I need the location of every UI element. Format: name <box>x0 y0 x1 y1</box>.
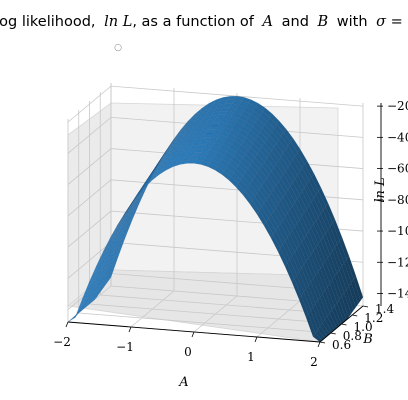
x-tick-mark <box>65 321 69 328</box>
title-marker: ○ <box>114 43 122 53</box>
x-tick-label: −2 <box>53 335 71 349</box>
x-tick-mark <box>317 341 321 348</box>
y-tick-label: 0.6 <box>332 338 351 352</box>
x-tick-label: 0 <box>184 345 192 359</box>
y-tick-mark <box>341 323 347 326</box>
title-and: and <box>282 14 309 30</box>
x-tick-label: 1 <box>247 350 255 364</box>
title-sigma: σ = 1 <box>376 14 408 30</box>
y-tick-mark <box>319 341 326 344</box>
z-tick-label: −20 <box>387 99 408 113</box>
chart-title: Log likelihood, ln L, as a function of A… <box>0 14 408 30</box>
x-tick-mark <box>191 331 195 338</box>
title-var-b: B <box>317 14 329 30</box>
y-tick-mark <box>352 314 358 317</box>
z-tick-label: −80 <box>387 193 408 207</box>
grid-line-y <box>99 92 353 316</box>
y-axis-ticks: 0.60.81.01.21.4 <box>319 302 394 352</box>
y-tick-label: 0.8 <box>343 329 362 343</box>
x-tick-label: −1 <box>116 340 134 354</box>
x-axis-label: A <box>178 375 188 390</box>
y-tick-label: 1.4 <box>375 302 394 316</box>
x-tick-label: 2 <box>310 355 318 369</box>
z-axis-ticks: −140 −120 −100 −80 −60 −40 −20 <box>377 99 408 301</box>
title-var-a: A <box>261 14 273 30</box>
title-mid: , as a function of <box>132 14 254 30</box>
title-math: ln L <box>104 14 132 30</box>
y-tick-mark <box>330 332 336 335</box>
z-tick-label: −40 <box>387 130 408 144</box>
x-axis-ticks: −2 −1 0 1 2 <box>53 321 321 369</box>
grid-line-y <box>110 83 364 307</box>
y-tick-label: 1.2 <box>364 311 383 325</box>
z-tick-label: −140 <box>387 287 408 301</box>
surface-plot <box>67 95 364 343</box>
y-axis-label: B <box>362 332 373 347</box>
z-axis-label: ln L <box>373 177 388 202</box>
title-with: with <box>337 14 368 30</box>
z-tick-label: −120 <box>387 255 408 269</box>
z-tick-label: −60 <box>387 162 408 176</box>
y-tick-label: 1.0 <box>354 320 373 334</box>
z-tick-label: −100 <box>387 224 408 238</box>
title-prefix: Log likelihood, <box>0 14 96 30</box>
x-tick-mark <box>128 326 132 333</box>
x-tick-mark <box>254 336 258 343</box>
y-tick-mark <box>362 305 369 308</box>
